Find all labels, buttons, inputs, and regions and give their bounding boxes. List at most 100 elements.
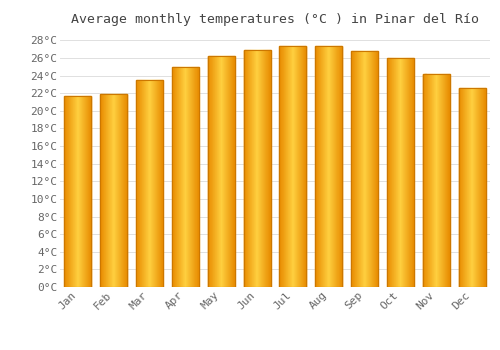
Bar <box>118 94 119 287</box>
Bar <box>438 74 439 287</box>
Bar <box>357 51 358 287</box>
Bar <box>189 67 190 287</box>
Bar <box>230 56 232 287</box>
Bar <box>294 47 295 287</box>
Bar <box>101 94 102 287</box>
Bar <box>333 46 334 287</box>
Bar <box>71 96 72 287</box>
Bar <box>138 80 139 287</box>
Bar <box>161 80 162 287</box>
Bar <box>257 50 258 287</box>
Bar <box>88 96 90 287</box>
Bar <box>67 96 68 287</box>
Bar <box>423 74 424 287</box>
Bar <box>137 80 138 287</box>
Bar <box>209 56 210 287</box>
Bar <box>250 50 251 287</box>
Bar <box>481 88 482 287</box>
Bar <box>477 88 478 287</box>
Bar <box>150 80 151 287</box>
Bar <box>372 51 374 287</box>
Bar <box>447 74 448 287</box>
Bar <box>458 88 460 287</box>
Bar <box>72 96 73 287</box>
Bar <box>154 80 155 287</box>
Title: Average monthly temperatures (°C ) in Pinar del Río: Average monthly temperatures (°C ) in Pi… <box>71 13 479 26</box>
Bar <box>402 58 403 287</box>
Bar <box>292 47 293 287</box>
Bar <box>370 51 372 287</box>
Bar <box>297 47 298 287</box>
Bar <box>316 46 318 287</box>
Bar <box>191 67 192 287</box>
Bar <box>468 88 469 287</box>
Bar <box>265 50 266 287</box>
Bar <box>462 88 464 287</box>
Bar <box>351 51 378 287</box>
Bar <box>252 50 253 287</box>
Bar <box>115 94 116 287</box>
Bar <box>431 74 432 287</box>
Bar <box>401 58 402 287</box>
Bar <box>393 58 394 287</box>
Bar <box>427 74 428 287</box>
Bar <box>187 67 188 287</box>
Bar <box>256 50 257 287</box>
Bar <box>356 51 357 287</box>
Bar <box>332 46 333 287</box>
Bar <box>108 94 109 287</box>
Bar <box>423 74 450 287</box>
Bar <box>445 74 446 287</box>
Bar <box>429 74 430 287</box>
Bar <box>291 47 292 287</box>
Bar <box>86 96 88 287</box>
Bar <box>283 47 284 287</box>
Bar <box>122 94 123 287</box>
Bar <box>288 47 289 287</box>
Bar <box>293 47 294 287</box>
Bar <box>403 58 404 287</box>
Bar <box>74 96 75 287</box>
Bar <box>69 96 70 287</box>
Bar <box>180 67 182 287</box>
Bar <box>400 58 401 287</box>
Bar <box>254 50 255 287</box>
Bar <box>139 80 140 287</box>
Bar <box>479 88 480 287</box>
Bar <box>247 50 248 287</box>
Bar <box>304 47 305 287</box>
Bar <box>411 58 412 287</box>
Bar <box>374 51 376 287</box>
Bar <box>162 80 163 287</box>
Bar <box>211 56 212 287</box>
Bar <box>425 74 426 287</box>
Bar <box>174 67 176 287</box>
Bar <box>198 67 199 287</box>
Bar <box>446 74 447 287</box>
Bar <box>360 51 361 287</box>
Bar <box>213 56 214 287</box>
Bar <box>337 46 338 287</box>
Bar <box>218 56 219 287</box>
Bar <box>246 50 247 287</box>
Bar <box>399 58 400 287</box>
Bar <box>146 80 147 287</box>
Bar <box>100 94 101 287</box>
Bar <box>441 74 442 287</box>
Bar <box>329 46 330 287</box>
Bar <box>388 58 389 287</box>
Bar <box>156 80 157 287</box>
Bar <box>104 94 105 287</box>
Bar <box>120 94 121 287</box>
Bar <box>295 47 296 287</box>
Bar <box>111 94 112 287</box>
Bar <box>474 88 475 287</box>
Bar <box>301 47 302 287</box>
Bar <box>404 58 405 287</box>
Bar <box>334 46 335 287</box>
Bar <box>65 96 66 287</box>
Bar <box>258 50 259 287</box>
Bar <box>412 58 413 287</box>
Bar <box>266 50 267 287</box>
Bar <box>68 96 69 287</box>
